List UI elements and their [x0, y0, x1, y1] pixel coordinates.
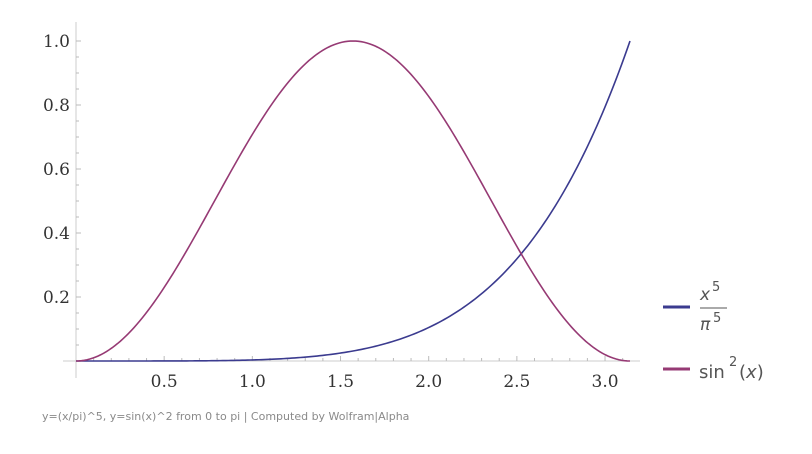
svg-text:5: 5: [712, 280, 720, 295]
legend-entry-sin2x: sin 2 (x): [663, 355, 764, 383]
legend-denominator-exponent: 5: [713, 311, 721, 326]
y-tick-label: 0.4: [43, 224, 70, 244]
axes: 0.5 1.0 1.5 2.0 2.5 3.0 0.2 0.4 0.6 0.8 1.0: [43, 22, 640, 392]
x-tick-label: 1.5: [327, 372, 354, 392]
x-tick-label: 3.0: [592, 372, 619, 392]
legend-func-arg-close: ): [757, 362, 764, 383]
svg-text:x: x: [699, 285, 711, 305]
svg-text:sin: sin: [699, 362, 725, 383]
series-line-2: [75, 40, 631, 362]
legend-numerator-base: x: [699, 285, 711, 305]
x-tick-label: 1.0: [239, 372, 266, 392]
legend-denominator-base: π: [700, 315, 711, 335]
y-tick-label: 0.6: [43, 160, 70, 180]
legend-func-name: sin: [699, 362, 725, 383]
x-tick-label: 2.5: [503, 372, 530, 392]
svg-text:(x): (x): [739, 362, 764, 383]
legend-func-arg-var: x: [745, 362, 757, 383]
legend-numerator-exponent: 5: [712, 280, 720, 295]
series-line-1: [76, 40, 631, 362]
x-tick-label: 0.5: [151, 372, 178, 392]
svg-text:5: 5: [713, 311, 721, 326]
y-tick-label: 0.2: [43, 288, 70, 308]
legend: x 5 π 5 sin 2 (x): [663, 280, 764, 383]
y-tick-label: 1.0: [43, 32, 70, 52]
series-layer: [75, 40, 631, 362]
x-tick-label: 2.0: [415, 372, 442, 392]
y-tick-label: 0.8: [43, 96, 70, 116]
legend-func-exponent: 2: [729, 355, 737, 370]
legend-entry-x5-over-pi5: x 5 π 5: [663, 280, 727, 335]
legend-func-arg-open: (: [739, 362, 746, 383]
caption: y=(x/pi)^5, y=sin(x)^2 from 0 to pi | Co…: [42, 410, 410, 423]
svg-text:π: π: [700, 315, 711, 335]
svg-text:2: 2: [729, 355, 737, 370]
